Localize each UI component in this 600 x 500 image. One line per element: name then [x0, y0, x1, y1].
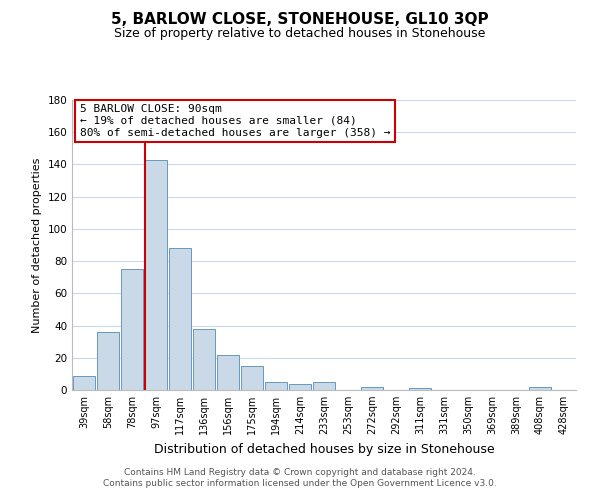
- X-axis label: Distribution of detached houses by size in Stonehouse: Distribution of detached houses by size …: [154, 442, 494, 456]
- Y-axis label: Number of detached properties: Number of detached properties: [32, 158, 42, 332]
- Text: 5, BARLOW CLOSE, STONEHOUSE, GL10 3QP: 5, BARLOW CLOSE, STONEHOUSE, GL10 3QP: [111, 12, 489, 28]
- Bar: [217, 354, 239, 390]
- Text: Contains HM Land Registry data © Crown copyright and database right 2024.
Contai: Contains HM Land Registry data © Crown c…: [103, 468, 497, 487]
- Bar: [289, 384, 311, 390]
- Bar: [265, 382, 287, 390]
- Text: 5 BARLOW CLOSE: 90sqm
← 19% of detached houses are smaller (84)
80% of semi-deta: 5 BARLOW CLOSE: 90sqm ← 19% of detached …: [80, 104, 390, 138]
- Bar: [529, 387, 551, 390]
- Bar: [361, 387, 383, 390]
- Bar: [313, 382, 335, 390]
- Bar: [241, 366, 263, 390]
- Bar: [409, 388, 431, 390]
- Text: Size of property relative to detached houses in Stonehouse: Size of property relative to detached ho…: [115, 28, 485, 40]
- Bar: [73, 376, 95, 390]
- Bar: [97, 332, 119, 390]
- Bar: [145, 160, 167, 390]
- Bar: [193, 329, 215, 390]
- Bar: [121, 269, 143, 390]
- Bar: [169, 248, 191, 390]
